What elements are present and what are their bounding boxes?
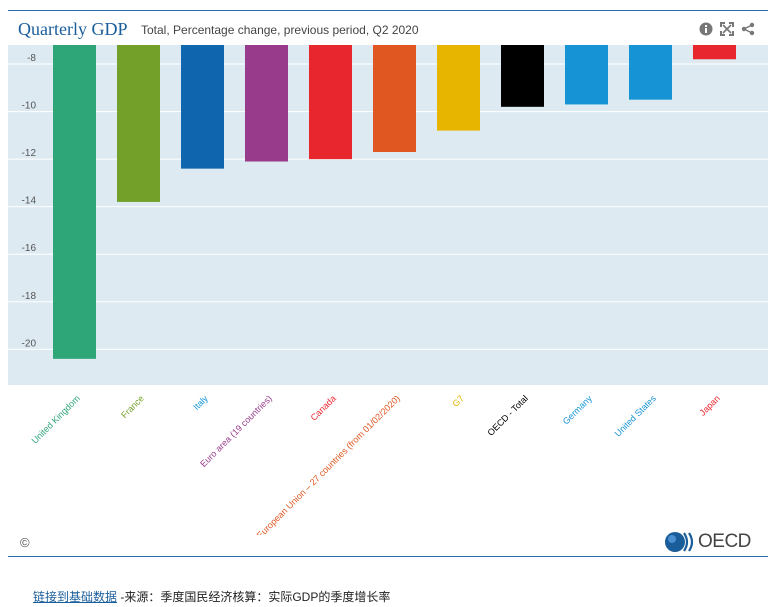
- y-tick-label: -10: [22, 101, 37, 112]
- underlying-data-link[interactable]: 链接到基础数据: [33, 590, 118, 604]
- bar-japan[interactable]: [693, 45, 736, 60]
- x-tick-label: G7: [450, 393, 466, 409]
- bar-euro-area-19-countries[interactable]: [245, 45, 288, 162]
- source-text: -来源：季度国民经济核算：实际GDP的季度增长率: [117, 590, 391, 604]
- share-icon[interactable]: [741, 22, 755, 36]
- chart-widget: Quarterly GDP Total, Percentage change, …: [8, 10, 768, 557]
- bar-italy[interactable]: [181, 45, 224, 169]
- x-tick-label: United Kingdom: [30, 393, 82, 445]
- info-icon[interactable]: [699, 22, 713, 36]
- x-tick-label: OECD - Total: [485, 393, 529, 437]
- x-tick-label: Japan: [697, 393, 721, 417]
- x-tick-label: France: [119, 393, 146, 420]
- x-tick-label: European Union – 27 countries (from 01/0…: [255, 393, 402, 535]
- y-tick-label: -16: [22, 243, 37, 254]
- oecd-logo-text: OECD: [698, 531, 751, 552]
- x-axis: United Kingdom France Italy Euro area (19 c…: [8, 385, 768, 541]
- bar-germany[interactable]: [565, 45, 608, 105]
- bar-canada[interactable]: [309, 45, 352, 160]
- oecd-logo[interactable]: OECD: [664, 531, 751, 553]
- x-tick-label: Italy: [191, 393, 210, 412]
- y-tick-label: -18: [22, 291, 37, 302]
- chart-subtitle: Total, Percentage change, previous perio…: [141, 23, 419, 37]
- y-tick-label: -20: [22, 338, 37, 349]
- x-tick-label: United States: [613, 393, 659, 439]
- bar-oecd-total[interactable]: [501, 45, 544, 107]
- plot-area: -8 -10 -12 -14 -16 -18 -20: [8, 45, 768, 385]
- source-footer: 链接到基础数据 -来源：季度国民经济核算：实际GDP的季度增长率: [33, 588, 390, 605]
- y-tick-label: -8: [27, 53, 36, 64]
- bar-european-union-27-countries-from-01-02-2020[interactable]: [373, 45, 416, 152]
- bar-france[interactable]: [117, 45, 160, 202]
- chart-title: Quarterly GDP: [18, 19, 128, 39]
- x-tick-label: Germany: [561, 393, 595, 427]
- y-tick-label: -14: [22, 196, 37, 207]
- expand-icon[interactable]: [720, 22, 734, 36]
- bar-chart: -8 -10 -12 -14 -16 -18 -20: [8, 45, 768, 359]
- copyright-symbol: ©: [20, 535, 30, 550]
- x-tick-label: Canada: [309, 393, 338, 422]
- y-tick-label: -12: [22, 148, 37, 159]
- chart-header: Quarterly GDP Total, Percentage change, …: [8, 11, 768, 45]
- bar-united-states[interactable]: [629, 45, 672, 100]
- bar-united-kingdom[interactable]: [53, 45, 96, 359]
- oecd-globe-icon: [665, 532, 694, 552]
- bar-g7[interactable]: [437, 45, 480, 131]
- x-tick-label: Euro area (19 countries): [198, 393, 274, 469]
